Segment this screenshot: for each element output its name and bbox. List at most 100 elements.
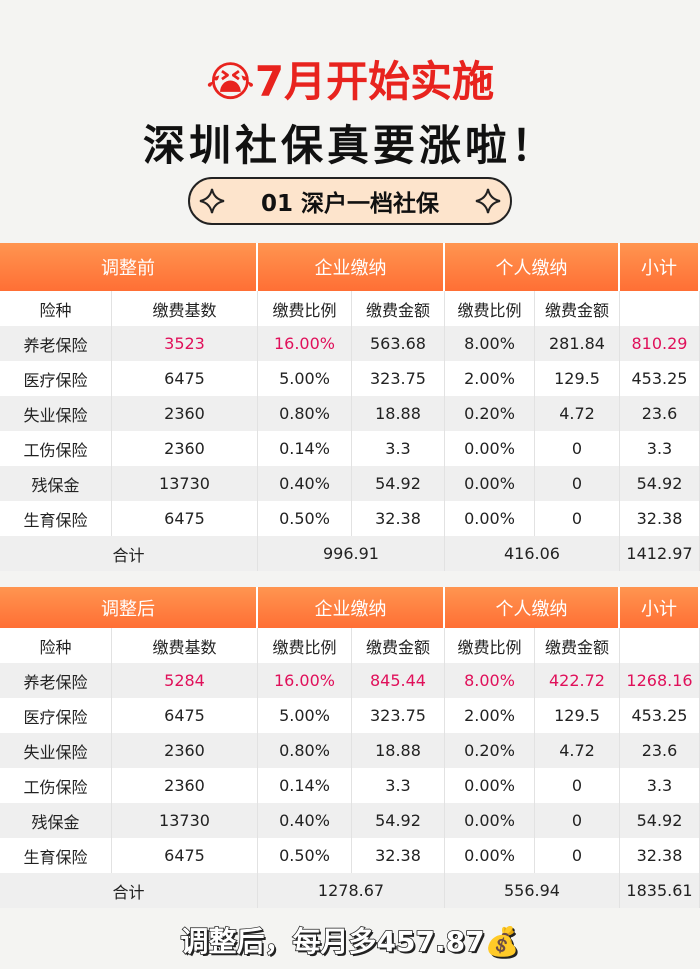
column-header: 缴费金额 bbox=[535, 291, 620, 326]
table-cell: 3.3 bbox=[352, 431, 445, 466]
group-header: 调整前 bbox=[0, 243, 258, 291]
table-cell: 3.3 bbox=[620, 431, 700, 466]
table-cell: 3.3 bbox=[620, 768, 700, 803]
table-cell: 0 bbox=[535, 431, 620, 466]
badge: 01 深户一档社保 bbox=[188, 177, 512, 225]
total-cell: 1278.67 bbox=[258, 873, 445, 908]
table-cell: 3.3 bbox=[352, 768, 445, 803]
column-header: 缴费金额 bbox=[352, 628, 445, 663]
badge-text: 01 深户一档社保 bbox=[260, 191, 439, 217]
table-cell: 0.80% bbox=[258, 396, 352, 431]
group-header: 企业缴纳 bbox=[258, 243, 445, 291]
table-cell: 养老保险 bbox=[0, 663, 112, 698]
table-cell: 0 bbox=[535, 803, 620, 838]
table-cell: 3523 bbox=[112, 326, 258, 361]
table-cell: 0.20% bbox=[445, 733, 535, 768]
table-cell: 32.38 bbox=[620, 838, 700, 873]
sparkle bbox=[475, 188, 501, 214]
table-cell: 2360 bbox=[112, 768, 258, 803]
table-cell: 养老保险 bbox=[0, 326, 112, 361]
table-cell: 32.38 bbox=[352, 501, 445, 536]
table-cell: 工伤保险 bbox=[0, 431, 112, 466]
table-cell: 4.72 bbox=[535, 396, 620, 431]
table-cell: 563.68 bbox=[352, 326, 445, 361]
table-cell: 6475 bbox=[112, 698, 258, 733]
table-cell: 2.00% bbox=[445, 361, 535, 396]
table-cell: 54.92 bbox=[620, 803, 700, 838]
column-header: 缴费基数 bbox=[112, 628, 258, 663]
table-cell: 0.40% bbox=[258, 803, 352, 838]
table-cell: 54.92 bbox=[352, 466, 445, 501]
title-line1: 😭7月开始实施 bbox=[205, 57, 495, 106]
table-cell: 工伤保险 bbox=[0, 768, 112, 803]
table-cell: 0.00% bbox=[445, 838, 535, 873]
table-cell: 0.00% bbox=[445, 501, 535, 536]
table-cell: 0.40% bbox=[258, 466, 352, 501]
table-cell: 失业保险 bbox=[0, 396, 112, 431]
table-cell: 453.25 bbox=[620, 361, 700, 396]
title-line2: 深圳社保真要涨啦！ bbox=[142, 121, 557, 170]
table-cell: 810.29 bbox=[620, 326, 700, 361]
column-header: 缴费基数 bbox=[112, 291, 258, 326]
table-cell: 18.88 bbox=[352, 396, 445, 431]
group-header: 个人缴纳 bbox=[445, 243, 620, 291]
table-cell: 生育保险 bbox=[0, 838, 112, 873]
table-cell: 1268.16 bbox=[620, 663, 700, 698]
group-header: 企业缴纳 bbox=[258, 587, 445, 628]
column-header: 缴费比例 bbox=[445, 628, 535, 663]
table-cell: 0.20% bbox=[445, 396, 535, 431]
table-cell: 2.00% bbox=[445, 698, 535, 733]
group-header: 小计 bbox=[620, 243, 700, 291]
table-cell: 0.00% bbox=[445, 768, 535, 803]
total-cell: 996.91 bbox=[258, 536, 445, 571]
table-cell: 32.38 bbox=[352, 838, 445, 873]
footer: 调整后，每月多457.87💰 bbox=[180, 924, 520, 959]
total-cell: 合计 bbox=[0, 536, 258, 571]
table-cell: 6475 bbox=[112, 361, 258, 396]
table-cell: 6475 bbox=[112, 838, 258, 873]
table-cell: 23.6 bbox=[620, 396, 700, 431]
table-cell: 0.50% bbox=[258, 838, 352, 873]
table-cell: 0 bbox=[535, 838, 620, 873]
table-cell: 0.00% bbox=[445, 466, 535, 501]
table-cell: 2360 bbox=[112, 733, 258, 768]
total-cell: 556.94 bbox=[445, 873, 620, 908]
table-cell: 5.00% bbox=[258, 361, 352, 396]
column-header: 缴费比例 bbox=[258, 291, 352, 326]
sparkle bbox=[199, 188, 225, 214]
badge-sparkles bbox=[199, 188, 501, 214]
table-cell: 16.00% bbox=[258, 326, 352, 361]
table-cell: 2360 bbox=[112, 396, 258, 431]
table-cell: 54.92 bbox=[620, 466, 700, 501]
table-cell: 0.14% bbox=[258, 431, 352, 466]
total-cell: 416.06 bbox=[445, 536, 620, 571]
group-header: 个人缴纳 bbox=[445, 587, 620, 628]
table-cell: 医疗保险 bbox=[0, 361, 112, 396]
table-cell: 18.88 bbox=[352, 733, 445, 768]
column-header: 缴费金额 bbox=[535, 628, 620, 663]
table-cell: 281.84 bbox=[535, 326, 620, 361]
total-cell: 1412.97 bbox=[620, 536, 700, 571]
total-cell: 1835.61 bbox=[620, 873, 700, 908]
table-cell: 残保金 bbox=[0, 466, 112, 501]
table-cell: 2360 bbox=[112, 431, 258, 466]
column-header: 缴费比例 bbox=[445, 291, 535, 326]
group-header: 小计 bbox=[620, 587, 700, 628]
total-cell: 合计 bbox=[0, 873, 258, 908]
table-cell: 13730 bbox=[112, 466, 258, 501]
table-cell: 失业保险 bbox=[0, 733, 112, 768]
table-cell: 8.00% bbox=[445, 326, 535, 361]
table-cell: 6475 bbox=[112, 501, 258, 536]
column-header: 险种 bbox=[0, 628, 112, 663]
column-header bbox=[620, 291, 700, 326]
table-cell: 323.75 bbox=[352, 698, 445, 733]
table-cell: 0.00% bbox=[445, 803, 535, 838]
table-cell: 129.5 bbox=[535, 361, 620, 396]
table-cell: 32.38 bbox=[620, 501, 700, 536]
column-header: 险种 bbox=[0, 291, 112, 326]
table-cell: 453.25 bbox=[620, 698, 700, 733]
table-cell: 323.75 bbox=[352, 361, 445, 396]
table-cell: 0 bbox=[535, 768, 620, 803]
table-cell: 医疗保险 bbox=[0, 698, 112, 733]
